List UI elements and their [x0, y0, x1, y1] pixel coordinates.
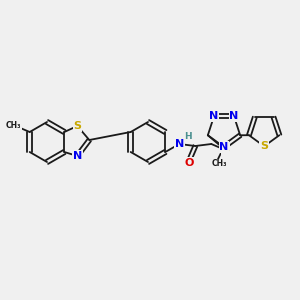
Text: S: S [221, 145, 229, 155]
Text: S: S [260, 141, 268, 151]
Text: S: S [73, 121, 81, 131]
Text: N: N [219, 142, 229, 152]
Text: CH₃: CH₃ [6, 121, 21, 130]
Text: O: O [184, 158, 194, 168]
Text: CH₃: CH₃ [211, 160, 227, 169]
Text: N: N [230, 111, 238, 121]
Text: H: H [184, 132, 192, 141]
Text: N: N [73, 151, 82, 161]
Text: N: N [175, 139, 184, 149]
Text: N: N [209, 111, 219, 121]
